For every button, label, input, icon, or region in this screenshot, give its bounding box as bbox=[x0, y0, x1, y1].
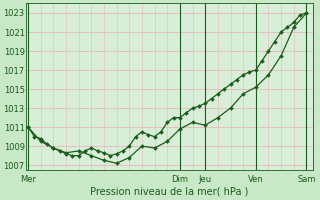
X-axis label: Pression niveau de la mer( hPa ): Pression niveau de la mer( hPa ) bbox=[90, 187, 249, 197]
